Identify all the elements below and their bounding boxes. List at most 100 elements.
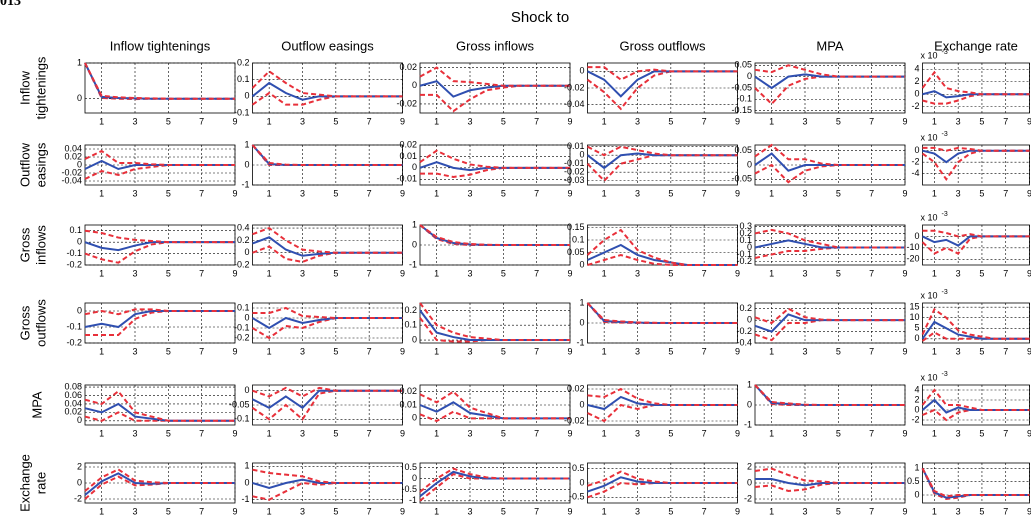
x-tick-label: 1: [99, 188, 104, 198]
x-tick-label: 3: [635, 428, 640, 438]
series-line: [251, 317, 403, 340]
axes-frame: [84, 224, 236, 266]
x-tick-label: 1: [434, 268, 439, 278]
y-scale-exponent: -3: [942, 211, 948, 218]
x-tick-label: 1: [434, 428, 439, 438]
x-tick-label: 7: [367, 428, 372, 438]
y-scale-base: x 10: [921, 212, 938, 222]
series-line: [251, 144, 403, 166]
y-tick-label: 10: [909, 312, 919, 322]
x-tick-label: 5: [836, 506, 841, 516]
x-tick-label: 5: [501, 188, 506, 198]
series-line: [755, 478, 905, 487]
column-title: Exchange rate: [934, 38, 1018, 53]
y-tick-label: 0: [579, 317, 584, 327]
x-tick-label: 1: [769, 116, 774, 126]
y-tick-label: -2: [911, 101, 919, 111]
row-label: Gross: [17, 305, 32, 340]
y-tick-label: 0.2: [237, 57, 250, 67]
x-tick-label: 3: [300, 188, 305, 198]
x-tick-label: 3: [956, 188, 961, 198]
x-tick-label: 7: [367, 268, 372, 278]
y-tick-label: -0.05: [229, 399, 250, 409]
axes-frame: [922, 224, 1030, 266]
axes-frame: [754, 62, 906, 114]
axes-frame: [419, 462, 571, 504]
row-label: inflows: [33, 225, 48, 265]
x-tick-label: 5: [333, 268, 338, 278]
series-line: [84, 164, 235, 180]
y-tick-label: 0: [412, 80, 417, 90]
x-tick-label: 9: [735, 428, 740, 438]
y-tick-label: 1: [244, 139, 249, 149]
y-tick-label: 0: [77, 159, 82, 169]
x-tick-label: 7: [869, 346, 874, 356]
series-line: [84, 308, 235, 316]
x-tick-label: 9: [902, 116, 907, 126]
series-line: [754, 64, 905, 78]
y-tick-label: -0.1: [66, 321, 82, 331]
x-tick-label: 7: [534, 346, 539, 356]
x-tick-label: 9: [567, 268, 572, 278]
y-tick-label: -0.4: [736, 337, 752, 347]
y-tick-label: 0.06: [64, 390, 82, 400]
y-tick-label: -0.04: [61, 175, 82, 185]
y-tick-label: -10: [906, 242, 919, 252]
series-line: [587, 470, 738, 487]
series-line: [587, 481, 738, 499]
x-tick-label: 9: [735, 116, 740, 126]
x-tick-label: 1: [267, 116, 272, 126]
y-tick-label: 0: [747, 315, 752, 325]
y-tick-label: 0: [579, 66, 584, 76]
y-tick-label: 0: [77, 477, 82, 487]
series-line: [922, 146, 1030, 152]
x-tick-label: 3: [132, 188, 137, 198]
y-tick-label: 1: [579, 297, 584, 307]
y-tick-label: 4: [914, 64, 919, 74]
x-tick-label: 9: [902, 506, 907, 516]
x-tick-label: 9: [567, 506, 572, 516]
series-line: [84, 389, 235, 422]
x-tick-label: 7: [869, 428, 874, 438]
x-tick-label: 1: [434, 506, 439, 516]
x-tick-label: 7: [869, 188, 874, 198]
x-tick-label: 5: [979, 346, 984, 356]
x-tick-label: 1: [267, 346, 272, 356]
series-line: [921, 467, 1030, 499]
series-line: [419, 302, 570, 342]
y-tick-label: 0: [412, 239, 417, 249]
axes-frame: [587, 144, 738, 186]
row-label: MPA: [29, 391, 44, 419]
series-line: [251, 316, 403, 330]
x-tick-label: 9: [735, 268, 740, 278]
x-tick-label: 3: [802, 188, 807, 198]
y-tick-label: 0.02: [399, 139, 417, 149]
series-line: [84, 229, 235, 244]
x-tick-label: 5: [668, 188, 673, 198]
y-tick-label: 0.1: [69, 225, 82, 235]
axes-frame: [84, 384, 236, 426]
series-line: [922, 149, 1030, 164]
y-tick-label: -0.1: [736, 94, 752, 104]
x-tick-label: 3: [467, 268, 472, 278]
x-tick-label: 9: [902, 268, 907, 278]
y-scale-exponent: -3: [942, 289, 948, 296]
y-tick-label: 0: [412, 413, 417, 423]
y-tick-label: -0.2: [234, 259, 250, 269]
x-tick-label: 9: [735, 506, 740, 516]
x-tick-label: 9: [232, 268, 237, 278]
x-tick-label: 1: [99, 116, 104, 126]
x-tick-label: 1: [932, 428, 937, 438]
x-tick-label: 3: [956, 428, 961, 438]
x-tick-label: 9: [232, 346, 237, 356]
y-tick-label: 2: [914, 76, 919, 86]
column-title: Gross inflows: [456, 38, 535, 53]
row-label: Outflow: [17, 142, 32, 187]
series-line: [754, 384, 905, 406]
y-tick-label: 0: [747, 71, 752, 81]
y-scale-base: x 10: [921, 132, 938, 142]
series-line: [586, 302, 738, 324]
y-tick-label: 0.1: [404, 320, 417, 330]
y-tick-label: 0: [914, 404, 919, 414]
x-tick-label: 3: [956, 346, 961, 356]
